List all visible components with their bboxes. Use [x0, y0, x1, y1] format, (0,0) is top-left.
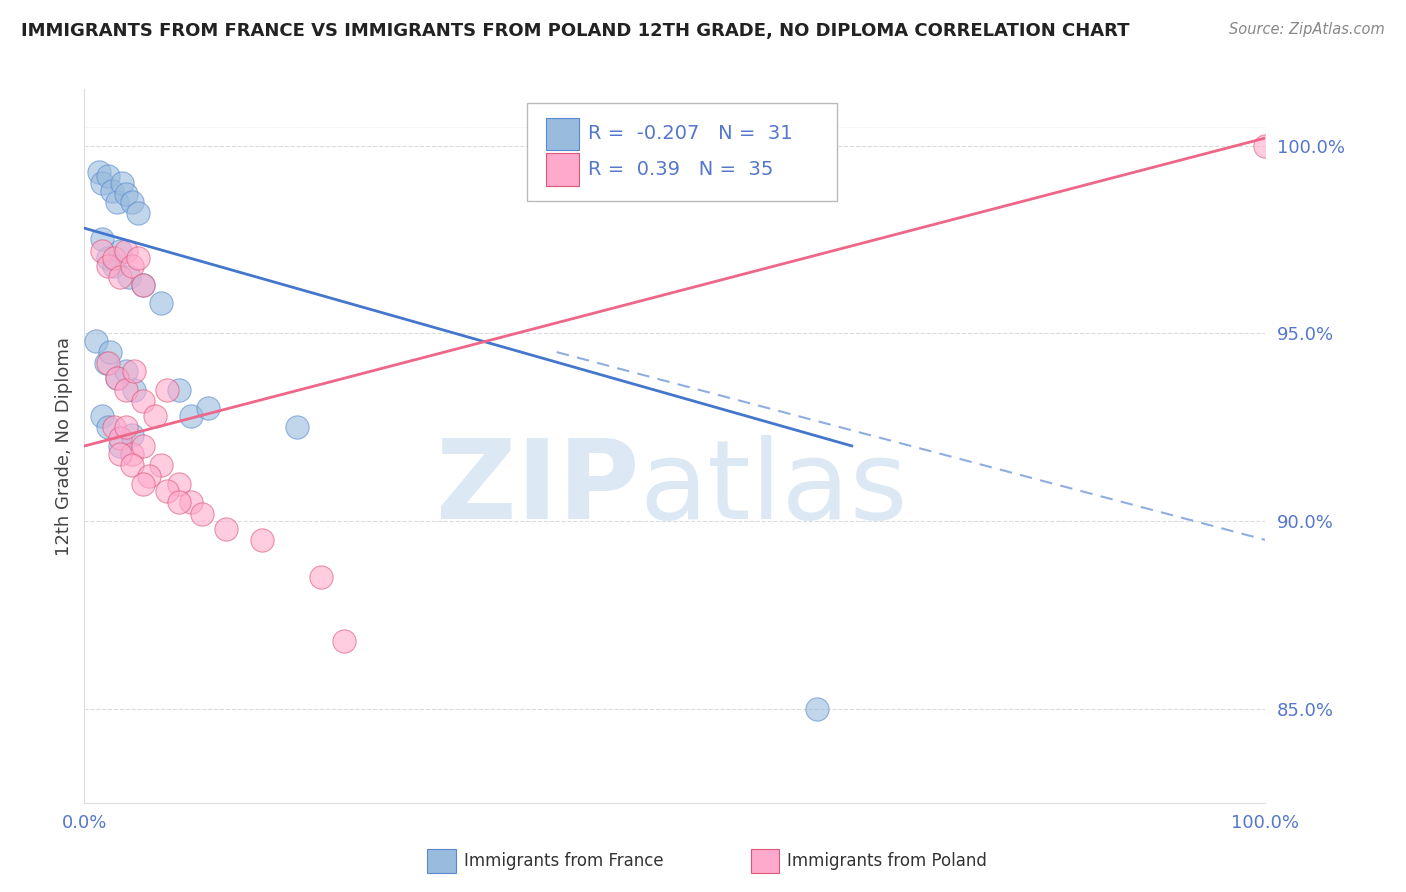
Text: ZIP: ZIP [436, 435, 640, 542]
Point [215, 522, 238, 536]
Point [108, 244, 131, 258]
Text: Immigrants from France: Immigrants from France [464, 852, 664, 870]
Text: atlas: atlas [640, 435, 908, 542]
Point [107, 194, 129, 209]
Point [167, 495, 190, 509]
Point [91, 232, 114, 246]
Point [156, 484, 179, 499]
Point [91, 176, 114, 190]
Point [84, 334, 107, 348]
Point [91, 244, 114, 258]
Point [150, 296, 173, 310]
Point [250, 533, 273, 547]
Point [103, 420, 125, 434]
Point [108, 432, 131, 446]
Point [197, 401, 219, 416]
Point [114, 383, 136, 397]
Text: R =  -0.207   N =  31: R = -0.207 N = 31 [588, 124, 793, 144]
Point [121, 427, 143, 442]
Point [98, 345, 121, 359]
Point [1254, 138, 1277, 153]
Point [127, 251, 149, 265]
Point [191, 507, 214, 521]
Point [121, 194, 143, 209]
Point [108, 439, 131, 453]
Point [121, 446, 143, 460]
Point [103, 259, 125, 273]
Point [309, 570, 332, 584]
Point [97, 169, 120, 183]
Point [97, 420, 120, 434]
Point [180, 409, 202, 423]
Point [132, 277, 155, 292]
Y-axis label: 12th Grade, No Diploma: 12th Grade, No Diploma [55, 336, 73, 556]
Point [118, 270, 141, 285]
Point [87, 165, 110, 179]
Point [114, 364, 136, 378]
Point [121, 259, 143, 273]
Point [132, 476, 155, 491]
Point [114, 187, 136, 202]
Point [122, 383, 145, 397]
Text: IMMIGRANTS FROM FRANCE VS IMMIGRANTS FROM POLAND 12TH GRADE, NO DIPLOMA CORRELAT: IMMIGRANTS FROM FRANCE VS IMMIGRANTS FRO… [21, 22, 1129, 40]
Point [156, 383, 179, 397]
Point [111, 176, 134, 190]
Point [114, 244, 136, 258]
Point [108, 270, 131, 285]
Point [97, 356, 120, 370]
Point [333, 634, 356, 648]
Point [138, 469, 160, 483]
Text: Source: ZipAtlas.com: Source: ZipAtlas.com [1229, 22, 1385, 37]
Point [806, 702, 828, 716]
Point [122, 364, 145, 378]
Point [103, 251, 125, 265]
Point [121, 458, 143, 472]
Point [127, 206, 149, 220]
Point [100, 184, 122, 198]
Point [114, 420, 136, 434]
Point [180, 495, 202, 509]
Point [107, 371, 129, 385]
Text: R =  0.39   N =  35: R = 0.39 N = 35 [588, 160, 773, 179]
Point [91, 409, 114, 423]
Point [107, 371, 129, 385]
Point [285, 420, 308, 434]
Point [132, 393, 155, 408]
Point [97, 251, 120, 265]
Point [132, 277, 155, 292]
Point [97, 259, 120, 273]
Point [132, 439, 155, 453]
Point [167, 383, 190, 397]
Point [108, 446, 131, 460]
Point [167, 476, 190, 491]
Point [150, 458, 173, 472]
Point [143, 409, 166, 423]
Text: Immigrants from Poland: Immigrants from Poland [787, 852, 987, 870]
Point [94, 356, 117, 370]
